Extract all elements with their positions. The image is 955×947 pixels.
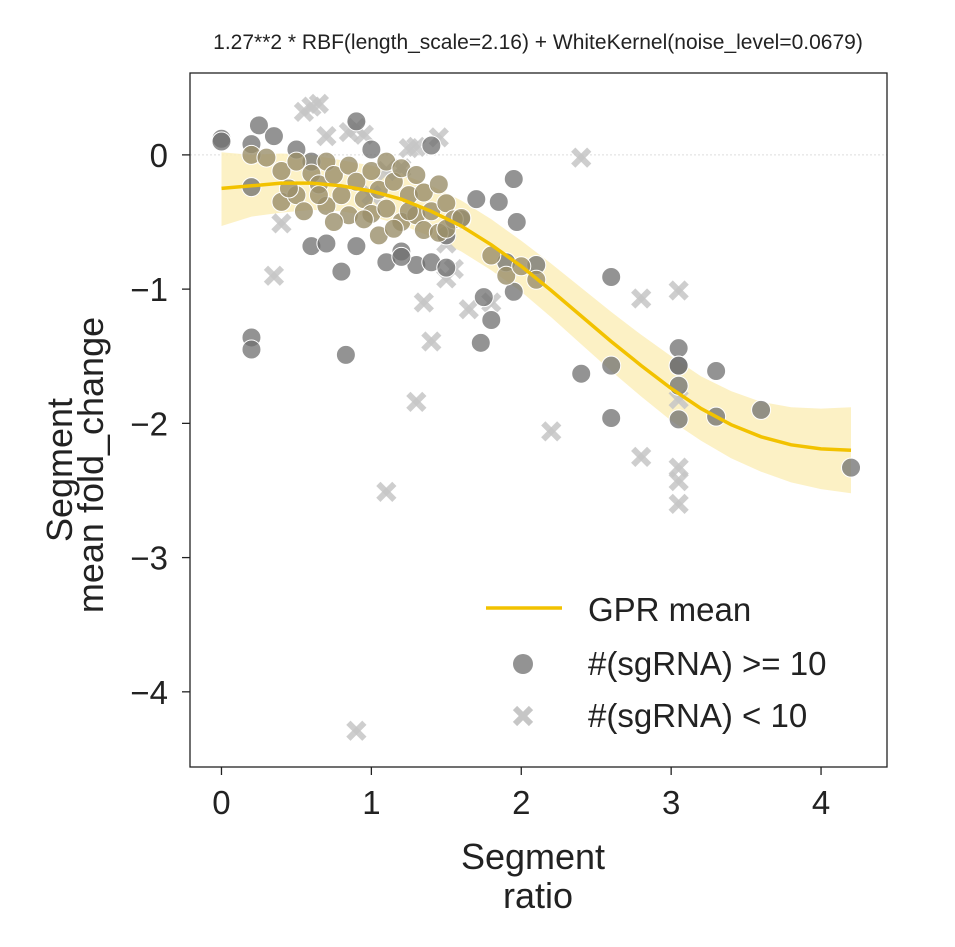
point-lt10 <box>668 280 689 301</box>
point-ge10 <box>248 115 269 136</box>
point-ge10 <box>751 399 772 420</box>
point-lt10 <box>631 446 652 468</box>
x-axis-label-line-2: ratio <box>503 875 573 916</box>
point-ge10 <box>503 169 524 190</box>
point-ge10 <box>488 191 509 212</box>
y-axis: 0 −1 −2 −3 −4 <box>130 137 190 711</box>
point-ge10-dense <box>323 212 344 233</box>
legend-gpr-mean-label: GPR mean <box>588 591 751 628</box>
point-ge10-dense <box>361 160 382 181</box>
point-ge10-dense <box>496 265 517 286</box>
point-lt10 <box>308 93 330 114</box>
point-ge10 <box>473 287 494 308</box>
point-ge10 <box>706 361 727 382</box>
point-ge10-dense <box>383 218 404 239</box>
y-axis-label-line-2: mean fold_change <box>70 317 111 613</box>
point-ge10-dense <box>376 198 397 219</box>
point-ge10 <box>668 409 689 430</box>
point-lt10 <box>346 720 367 741</box>
point-ge10-dense <box>286 151 307 172</box>
point-ge10 <box>466 189 487 210</box>
x-tick-label: 2 <box>512 784 530 821</box>
point-ge10 <box>316 233 337 254</box>
y-tick-label: −4 <box>130 674 168 711</box>
x-tick-label: 3 <box>662 784 680 821</box>
point-ge10 <box>391 246 412 267</box>
point-lt10 <box>631 288 652 309</box>
x-axis-label: Segment ratio <box>461 836 615 916</box>
point-ge10 <box>335 344 356 365</box>
x-axis-label-line-1: Segment <box>461 836 605 877</box>
point-ge10 <box>470 332 491 353</box>
point-ge10 <box>421 135 442 156</box>
point-lt10 <box>668 470 689 492</box>
point-ge10-dense <box>428 174 449 195</box>
point-ge10 <box>601 267 622 288</box>
legend: GPR mean #(sgRNA) >= 10 #(sgRNA) < 10 <box>486 591 826 734</box>
point-lt10 <box>571 147 592 168</box>
plot-frame <box>189 72 888 768</box>
x-tick-label: 4 <box>812 784 830 821</box>
point-lt10 <box>421 331 442 352</box>
y-tick-label: −1 <box>130 271 168 308</box>
legend-circle-marker <box>513 654 533 674</box>
point-ge10 <box>346 236 367 257</box>
point-ge10 <box>331 261 352 282</box>
y-tick-label: 0 <box>150 137 168 174</box>
point-ge10 <box>436 257 457 278</box>
point-ge10 <box>668 355 689 376</box>
point-ge10-dense <box>293 201 314 222</box>
point-ge10 <box>481 309 502 330</box>
x-tick-label: 1 <box>362 784 380 821</box>
point-ge10 <box>211 131 232 152</box>
point-lt10 <box>406 136 427 157</box>
point-ge10-dense <box>353 209 374 230</box>
gpr-mean-line <box>221 181 852 452</box>
point-ge10-dense <box>308 185 329 206</box>
point-lt10 <box>406 391 427 412</box>
gpr-confidence-band <box>221 152 851 494</box>
point-ge10-dense <box>406 165 427 186</box>
point-lt10 <box>413 292 434 313</box>
point-ge10 <box>571 363 592 384</box>
point-lt10 <box>458 299 479 320</box>
point-lt10 <box>376 481 397 502</box>
point-lt10 <box>668 493 689 515</box>
point-ge10-dense <box>271 160 292 181</box>
point-lt10 <box>316 125 337 147</box>
y-axis-label-line-1: Segment <box>39 398 80 542</box>
y-tick-label: −3 <box>130 540 168 577</box>
point-ge10 <box>506 212 527 233</box>
point-ge10 <box>841 457 862 478</box>
point-ge10 <box>263 126 284 147</box>
point-ge10 <box>601 355 622 376</box>
point-ge10 <box>346 111 367 132</box>
y-axis-label: Segment mean fold_change <box>39 317 111 613</box>
legend-lt10-label: #(sgRNA) < 10 <box>588 697 807 734</box>
x-tick-label: 0 <box>212 784 230 821</box>
point-lt10 <box>271 213 292 234</box>
legend-ge10-label: #(sgRNA) >= 10 <box>588 645 826 682</box>
point-ge10 <box>361 139 382 160</box>
point-ge10 <box>668 338 689 359</box>
point-ge10 <box>241 339 262 360</box>
point-lt10 <box>263 265 285 286</box>
chart-title: 1.27**2 * RBF(length_scale=2.16) + White… <box>213 31 863 54</box>
x-axis: 0 1 2 3 4 <box>212 767 830 821</box>
legend-cross-marker <box>512 705 534 727</box>
point-ge10-dense <box>256 147 277 168</box>
y-tick-label: −2 <box>130 405 168 442</box>
point-ge10 <box>601 407 622 428</box>
point-lt10 <box>541 421 562 442</box>
plot-area <box>190 93 887 741</box>
